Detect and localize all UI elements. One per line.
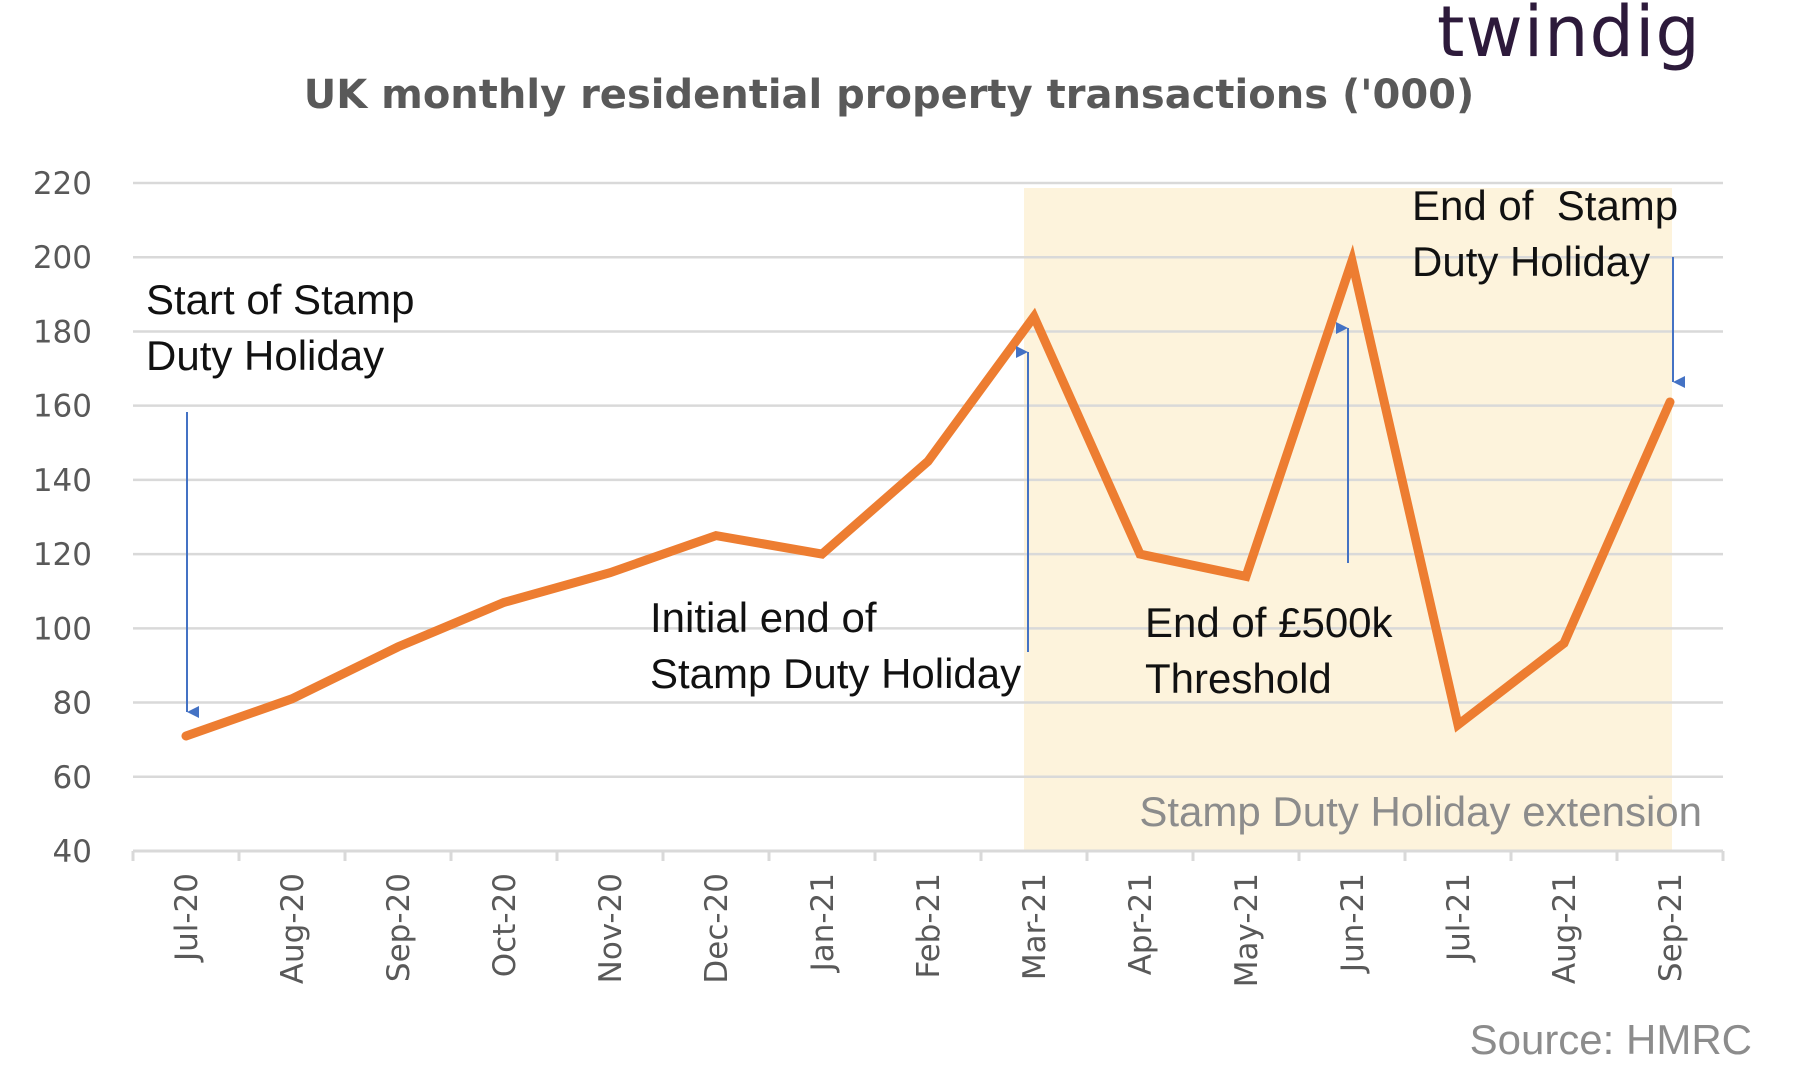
- y-tick-label: 180: [33, 314, 92, 350]
- x-tick-label: Feb-21: [911, 873, 947, 979]
- y-tick-label: 160: [33, 389, 92, 425]
- source-note: Source: HMRC: [1470, 1016, 1752, 1063]
- x-tick-label: Aug-21: [1547, 873, 1583, 984]
- annotation-text: Duty Holiday: [1412, 238, 1650, 285]
- y-tick-label: 100: [33, 611, 92, 647]
- chart-title: UK monthly residential property transact…: [304, 72, 1475, 118]
- annotation-text: Start of Stamp: [146, 276, 414, 323]
- x-tick-label: Jul-20: [169, 873, 205, 963]
- x-tick-label: Jun-21: [1335, 873, 1371, 974]
- x-tick-label: Mar-21: [1017, 873, 1053, 980]
- x-tick-label: Dec-20: [699, 873, 735, 984]
- x-tick-label: Jul-21: [1441, 873, 1477, 963]
- annotation-arrows: [186, 257, 1685, 718]
- series-line: [181, 244, 1675, 741]
- x-tick-label: Sep-20: [381, 873, 417, 982]
- x-tick-label: Jan-21: [805, 873, 841, 973]
- gridlines: [133, 181, 1723, 779]
- brand-logo: twindig: [1437, 0, 1701, 73]
- annotations: Start of Stamp Duty Holiday Initial end of…: [146, 182, 1678, 702]
- annotation-text: Duty Holiday: [146, 332, 384, 379]
- y-tick-label: 120: [33, 537, 92, 573]
- annotation-text: End of Stamp: [1412, 182, 1678, 229]
- y-tick-label: 140: [33, 463, 92, 499]
- x-tick-label: Nov-20: [593, 873, 629, 983]
- x-tick-label: Aug-20: [275, 873, 311, 984]
- x-tick-label: Sep-21: [1653, 873, 1689, 982]
- y-tick-label: 60: [53, 760, 92, 796]
- x-tick-label: Oct-20: [487, 873, 523, 977]
- y-axis: 40 60 80 100 120 140 160 180 200 220: [33, 166, 92, 870]
- x-tick-label: May-21: [1229, 873, 1265, 987]
- x-tick-label: Apr-21: [1123, 873, 1159, 975]
- annotation-text: Threshold: [1145, 655, 1332, 702]
- y-tick-label: 200: [33, 240, 92, 276]
- annotation-text: End of £500k: [1145, 599, 1394, 646]
- highlight-label: Stamp Duty Holiday extension: [1139, 788, 1702, 835]
- x-axis-labels: Jul-20 Aug-20 Sep-20 Oct-20 Nov-20 Dec-20 Jan-…: [169, 873, 1689, 987]
- y-tick-label: 220: [33, 166, 92, 202]
- x-axis: [131, 849, 1725, 861]
- annotation-text: Initial end of: [650, 594, 877, 641]
- y-tick-label: 40: [53, 834, 92, 870]
- annotation-text: Stamp Duty Holiday: [650, 650, 1021, 697]
- y-tick-label: 80: [53, 686, 92, 722]
